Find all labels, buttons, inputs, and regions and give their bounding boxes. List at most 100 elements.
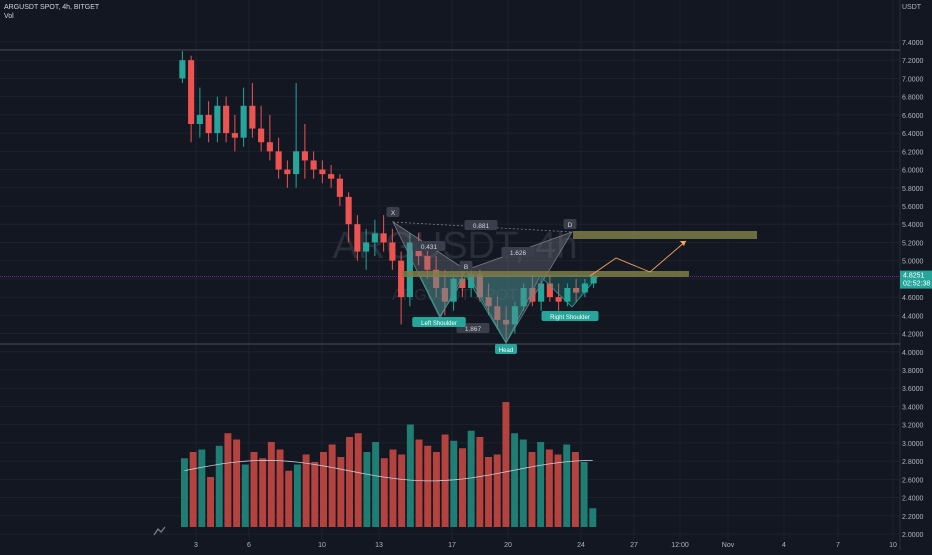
chart-legend: ARGUSDT SPOT, 4h, BITGET Vol	[4, 3, 99, 21]
candle-body	[293, 151, 300, 175]
candle-body	[214, 105, 221, 134]
y-tick-label: 6.4000	[902, 131, 924, 138]
volume-bar	[398, 454, 406, 527]
candle-body	[459, 278, 466, 288]
x-tick-label: 12:00	[671, 542, 689, 549]
volume-bar	[502, 402, 510, 527]
y-tick-label: 3.8000	[902, 368, 924, 375]
neckline-zone	[402, 271, 689, 277]
x-tick-label: 20	[504, 542, 512, 549]
hs-tag-label: Head	[499, 348, 513, 354]
y-tick-label: 4.4000	[902, 313, 924, 320]
volume-bar	[259, 458, 267, 527]
watermark-text: ARGUSDT, 4h	[333, 225, 578, 267]
volume-bar	[563, 444, 571, 527]
target-zone	[573, 231, 757, 239]
y-tick-label: 6.0000	[902, 168, 924, 175]
candle-body	[441, 288, 448, 302]
hs-tag-box	[412, 317, 466, 327]
pattern-label-box	[412, 241, 446, 251]
candle-body	[398, 260, 405, 298]
x-tick-label: 4	[782, 542, 786, 549]
volume-bar	[363, 452, 371, 527]
candle-body	[424, 256, 431, 270]
pattern-label-box	[501, 247, 535, 257]
y-tick-label: 2.2000	[902, 514, 924, 521]
y-tick-label: 5.0000	[902, 259, 924, 266]
hs-tag-box	[541, 311, 599, 321]
y-tick-label: 5.4000	[902, 222, 924, 229]
x-tick-label: 10	[889, 542, 897, 549]
candle-body	[258, 128, 265, 143]
volume-bar	[181, 458, 188, 527]
volume-bar	[189, 452, 197, 527]
candle-body	[406, 242, 413, 298]
candle-body	[433, 269, 440, 288]
volume-bar	[571, 452, 579, 527]
volume-bar	[485, 457, 493, 527]
volume-bar	[467, 430, 475, 527]
volume-bar	[250, 452, 258, 527]
volume-bar	[198, 449, 206, 527]
candle-body	[275, 151, 282, 170]
volume-bar	[302, 454, 310, 527]
candle-body	[468, 274, 475, 288]
volume-bar	[554, 454, 562, 527]
current-price-value: 4.8251	[903, 273, 925, 280]
current-price-tag	[900, 270, 932, 289]
candle-body	[450, 278, 457, 302]
pattern-label: B	[464, 264, 468, 271]
candle-body	[564, 288, 571, 302]
volume-bar	[545, 449, 553, 527]
pattern-label: 0.431	[421, 244, 438, 251]
pattern-label-box	[386, 207, 400, 217]
candle-body	[249, 105, 256, 129]
candle-body	[240, 105, 247, 138]
xb-ratio-line	[392, 221, 467, 271]
volume-bar	[241, 464, 249, 527]
pattern-label: 1.626	[510, 250, 527, 257]
candle-body	[284, 169, 291, 175]
tradingview-logo-icon	[153, 526, 166, 536]
volume-bar	[215, 445, 223, 527]
candle-body	[319, 169, 326, 175]
x-tick-label: 13	[375, 542, 383, 549]
candle-body	[538, 283, 545, 302]
axis-currency-label: USDT	[902, 4, 922, 11]
pattern-label: X	[391, 210, 396, 217]
y-tick-label: 3.0000	[902, 441, 924, 448]
projection-arrowhead	[680, 241, 686, 246]
volume-bar	[233, 439, 241, 527]
volume-bar	[293, 464, 301, 527]
candle-body	[485, 297, 492, 307]
y-tick-label: 4.2000	[902, 332, 924, 339]
volume-bar	[528, 452, 536, 527]
candle-body	[590, 276, 597, 284]
candle-body	[345, 196, 352, 225]
candle-body	[354, 224, 361, 252]
pattern-label: 1.867	[465, 326, 482, 333]
volume-bar	[320, 452, 327, 527]
volume-bar	[276, 449, 284, 527]
volume-bar	[432, 452, 440, 527]
candle-body	[476, 274, 483, 298]
volume-bar	[224, 433, 232, 527]
candle-body	[555, 297, 562, 302]
x-tick-label: 17	[448, 542, 456, 549]
y-tick-label: 4.6000	[902, 295, 924, 302]
volume-ma-line	[184, 459, 593, 482]
volume-bar	[589, 508, 597, 527]
y-tick-label: 2.4000	[902, 496, 924, 503]
volume-bar	[450, 440, 458, 527]
candle-body	[266, 142, 273, 152]
x-tick-label: 27	[630, 542, 638, 549]
candle-body	[380, 233, 387, 243]
y-tick-label: 3.2000	[902, 423, 924, 430]
y-tick-label: 2.8000	[902, 459, 924, 466]
volume-label: Vol	[4, 13, 14, 20]
candle-body	[503, 319, 510, 325]
x-tick-label: 10	[318, 542, 326, 549]
volume-bar	[493, 454, 501, 527]
